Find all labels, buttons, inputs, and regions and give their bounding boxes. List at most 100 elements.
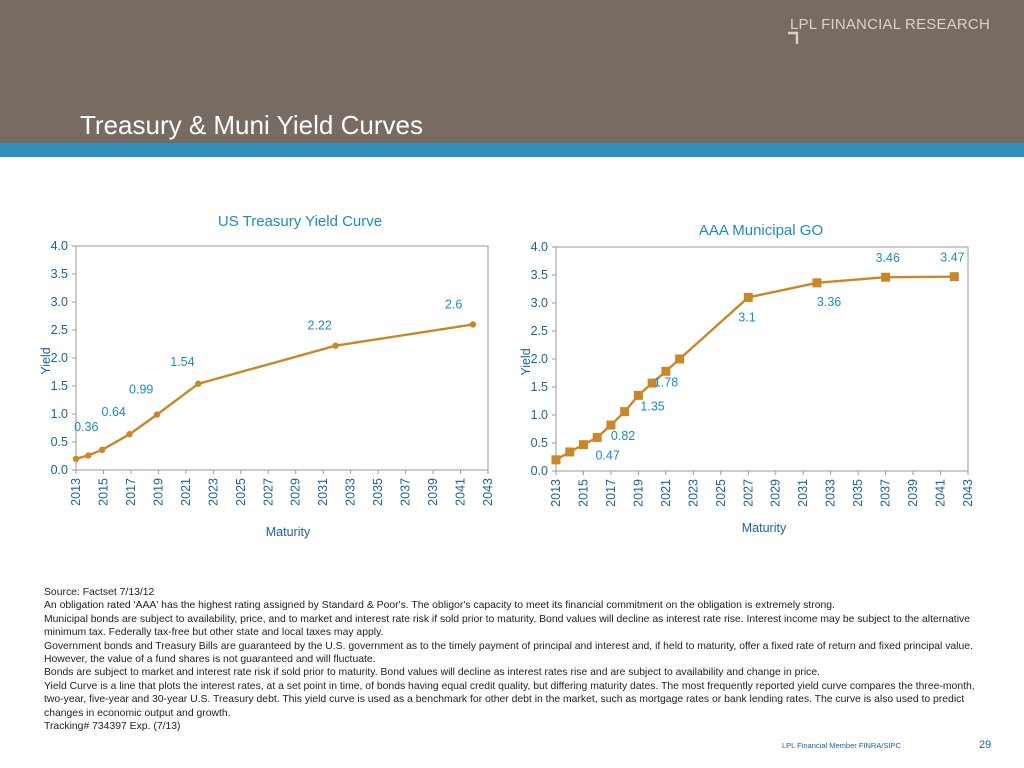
data-point [812,278,822,288]
data-point [195,380,202,387]
data-point [578,440,588,450]
y-tick-label: 4.0 [531,240,548,254]
y-axis-title: Yield [39,347,53,374]
chart-title: US Treasury Yield Curve [218,213,382,230]
data-label: 1.54 [170,355,194,369]
data-label: 1.78 [654,375,678,389]
chart-2: AAA Municipal GO 0.0 0.5 1.0 1.5 2.0 2.5 3.0 3.5… [519,222,975,535]
data-point [469,321,477,328]
data-point [743,292,753,302]
y-tick-label: 0.0 [51,463,68,477]
x-tick-label: 2033 [344,478,358,506]
y-tick-label: 3.0 [531,296,548,310]
footnote-line: Bonds are subject to market and interest… [44,667,821,679]
data-point [633,390,643,400]
data-point [126,430,133,438]
x-tick-label: 2015 [96,478,110,506]
data-label: 0.64 [102,405,126,419]
data-point [72,455,80,462]
x-tick-label: 2013 [549,479,563,507]
data-point [592,432,602,442]
data-label: 0.82 [611,429,635,443]
x-tick-label: 2031 [316,478,330,506]
x-tick-label: 2021 [179,478,193,506]
accent-bar [0,143,1024,157]
page-number: 29 [979,739,992,751]
y-tick-label: 3.0 [51,295,68,309]
x-tick-label: 2019 [631,479,645,507]
y-tick-label: 0.5 [531,436,548,450]
chart-title: AAA Municipal GO [699,222,823,239]
y-tick-label: 1.0 [531,408,548,422]
y-axis-title: Yield [519,348,533,375]
y-tick-label: 3.5 [51,267,68,281]
y-tick-label: 1.5 [531,380,548,394]
x-axis-title: Maturity [266,525,311,539]
y-tick-label: 1.5 [51,379,68,393]
x-tick-label: 2029 [769,479,783,507]
x-tick-label: 2023 [206,478,220,506]
footnote-line: Municipal bonds are subject to availabil… [44,613,970,639]
data-label: 3.36 [817,295,841,309]
y-tick-label: 0.5 [51,435,68,449]
x-tick-label: 2023 [686,479,700,507]
data-label: 3.47 [940,251,964,265]
x-tick-label: 2041 [934,479,948,507]
y-tick-label: 1.0 [51,407,68,421]
plot-area-frame [75,245,489,471]
y-tick-label: 3.5 [531,268,548,282]
y-tick-label: 2.5 [531,324,548,338]
data-point [675,354,685,364]
x-tick-label: 2027 [741,479,755,507]
data-point [332,342,339,349]
data-point [153,411,161,418]
x-tick-label: 2043 [481,478,495,506]
x-tick-label: 2039 [906,479,920,507]
data-point [85,452,92,459]
data-label: 3.1 [738,310,755,324]
x-tick-label: 2033 [824,479,838,507]
footnote-line: An obligation rated 'AAA' has the highes… [44,600,835,612]
data-label: 0.99 [129,383,153,397]
x-tick-label: 2019 [151,478,165,506]
footnote-line: Yield Curve is a line that plots the int… [44,680,975,719]
footnote-line: Source: Factset 7/13/12 [44,587,155,598]
charts-canvas: US Treasury Yield Curve 0.0 0.5 1.0 1.5 2.0 2.… [39,213,975,539]
x-tick-label: 2041 [454,478,468,506]
x-tick-label: 2025 [714,479,728,507]
footer-member-text: LPL Financial Member FINRA/SIPC [782,741,901,750]
x-tick-label: 2017 [604,479,618,507]
x-tick-label: 2035 [851,479,865,507]
data-point [98,446,106,454]
data-label: 0.36 [74,420,98,434]
data-label: 3.46 [876,251,900,265]
page-title: Treasury & Muni Yield Curves [80,110,423,140]
brand-name: LPL FINANCIAL RESEARCH [789,16,990,33]
x-tick-label: 2013 [69,478,83,506]
x-tick-label: 2035 [371,478,385,506]
data-point [881,272,891,282]
y-tick-label: 2.0 [531,352,548,366]
footnote-line: Government bonds and Treasury Bills are … [44,640,973,666]
x-tick-label: 2037 [399,478,413,506]
x-tick-label: 2037 [879,479,893,507]
y-tick-label: 0.0 [531,464,548,478]
data-label: 1.35 [640,399,664,413]
y-tick-label: 4.0 [51,239,68,253]
x-tick-label: 2025 [234,478,248,506]
brand-corner-mark-icon [788,31,799,44]
data-point [949,272,959,282]
x-tick-label: 2027 [261,478,275,506]
chart-1: US Treasury Yield Curve 0.0 0.5 1.0 1.5 2.0 2.… [39,213,495,539]
data-point [606,420,616,430]
header-band [0,0,1024,143]
x-tick-label: 2029 [289,478,303,506]
data-point [551,455,561,465]
data-point [620,407,630,417]
data-point [565,447,575,457]
y-tick-label: 2.0 [51,351,68,365]
x-tick-label: 2017 [124,478,138,506]
x-tick-label: 2021 [659,479,673,507]
data-label: 2.22 [308,319,332,333]
x-tick-label: 2043 [961,479,975,507]
